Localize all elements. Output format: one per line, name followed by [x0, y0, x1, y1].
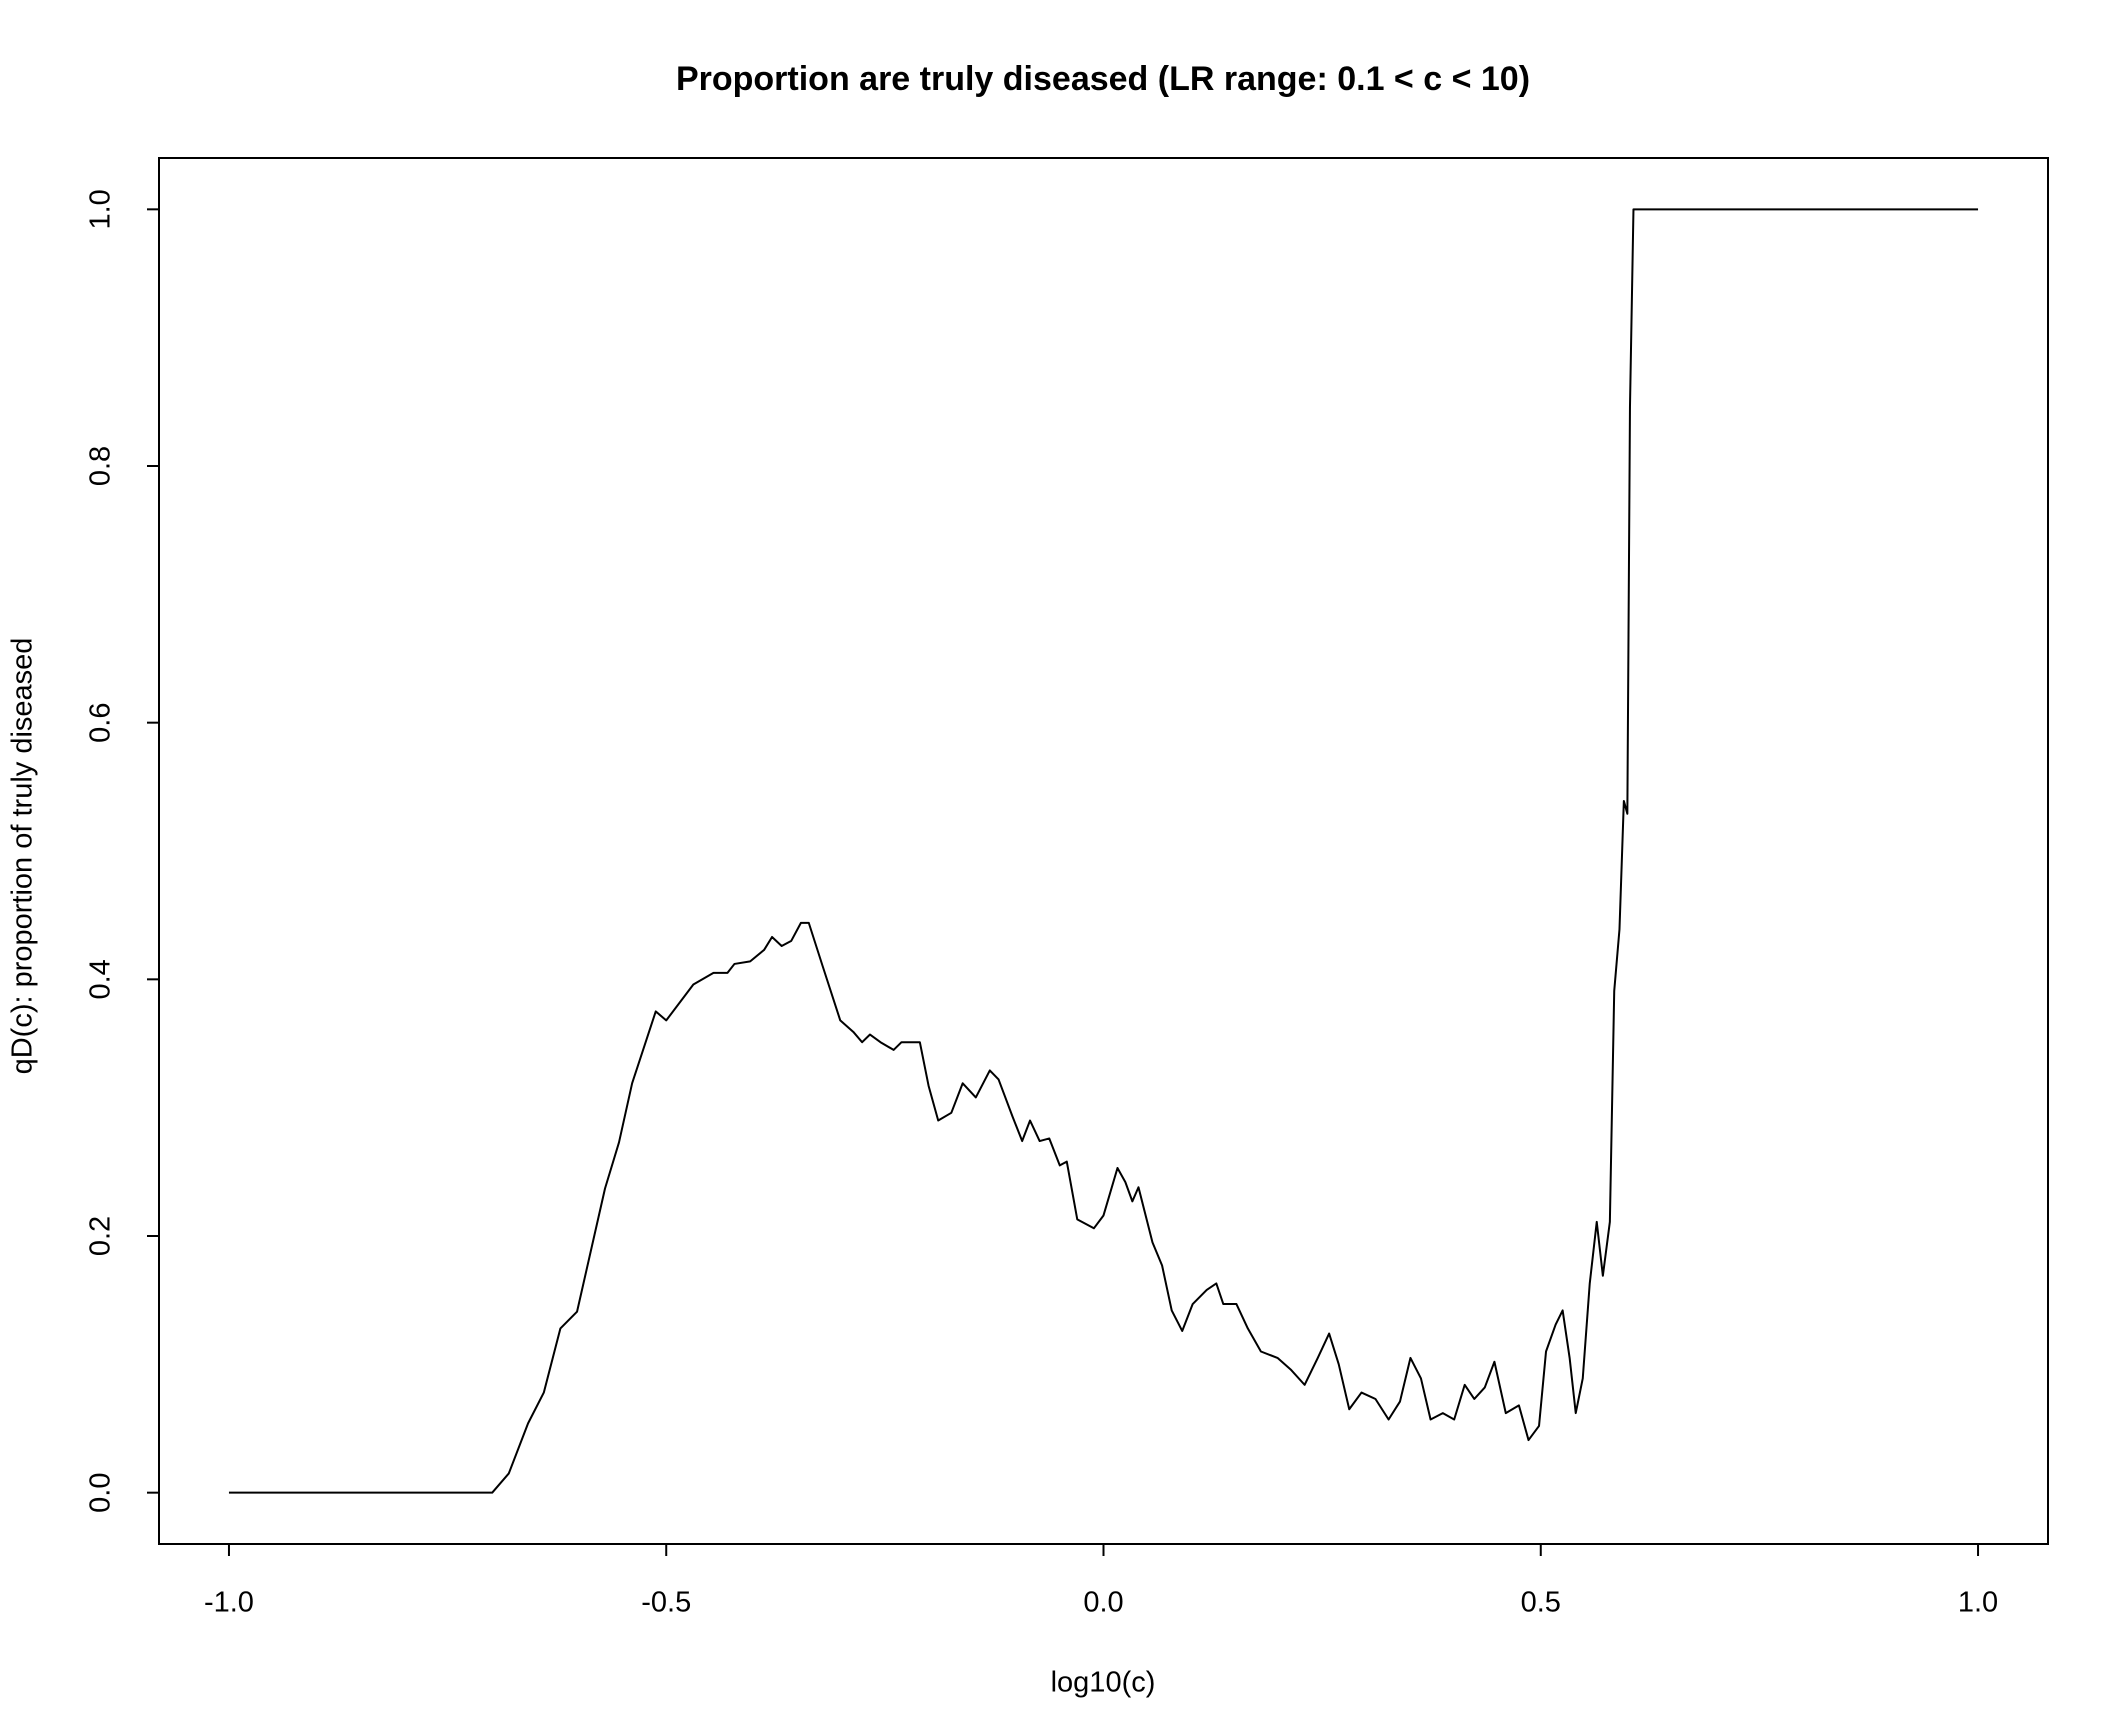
y-tick-label: 0.4: [85, 959, 117, 999]
y-axis-label: qD(c): proportion of truly diseased: [7, 638, 39, 1075]
y-tick-label: 1.0: [85, 189, 117, 229]
x-tick-label: -1.0: [204, 1587, 254, 1619]
x-tick-label: 0.5: [1521, 1587, 1561, 1619]
x-tick-label: 1.0: [1958, 1587, 1998, 1619]
y-tick-label: 0.2: [85, 1216, 117, 1256]
data-line: [228, 208, 1979, 1494]
y-tick-label: 0.6: [85, 703, 117, 743]
x-tick-label: -0.5: [641, 1587, 691, 1619]
x-tick-label: 0.0: [1083, 1587, 1123, 1619]
y-tick-label: 0.8: [85, 446, 117, 486]
chart-title: Proportion are truly diseased (LR range:…: [676, 60, 1530, 98]
x-axis-label: log10(c): [1051, 1667, 1156, 1699]
y-tick-label: 0.0: [85, 1473, 117, 1513]
